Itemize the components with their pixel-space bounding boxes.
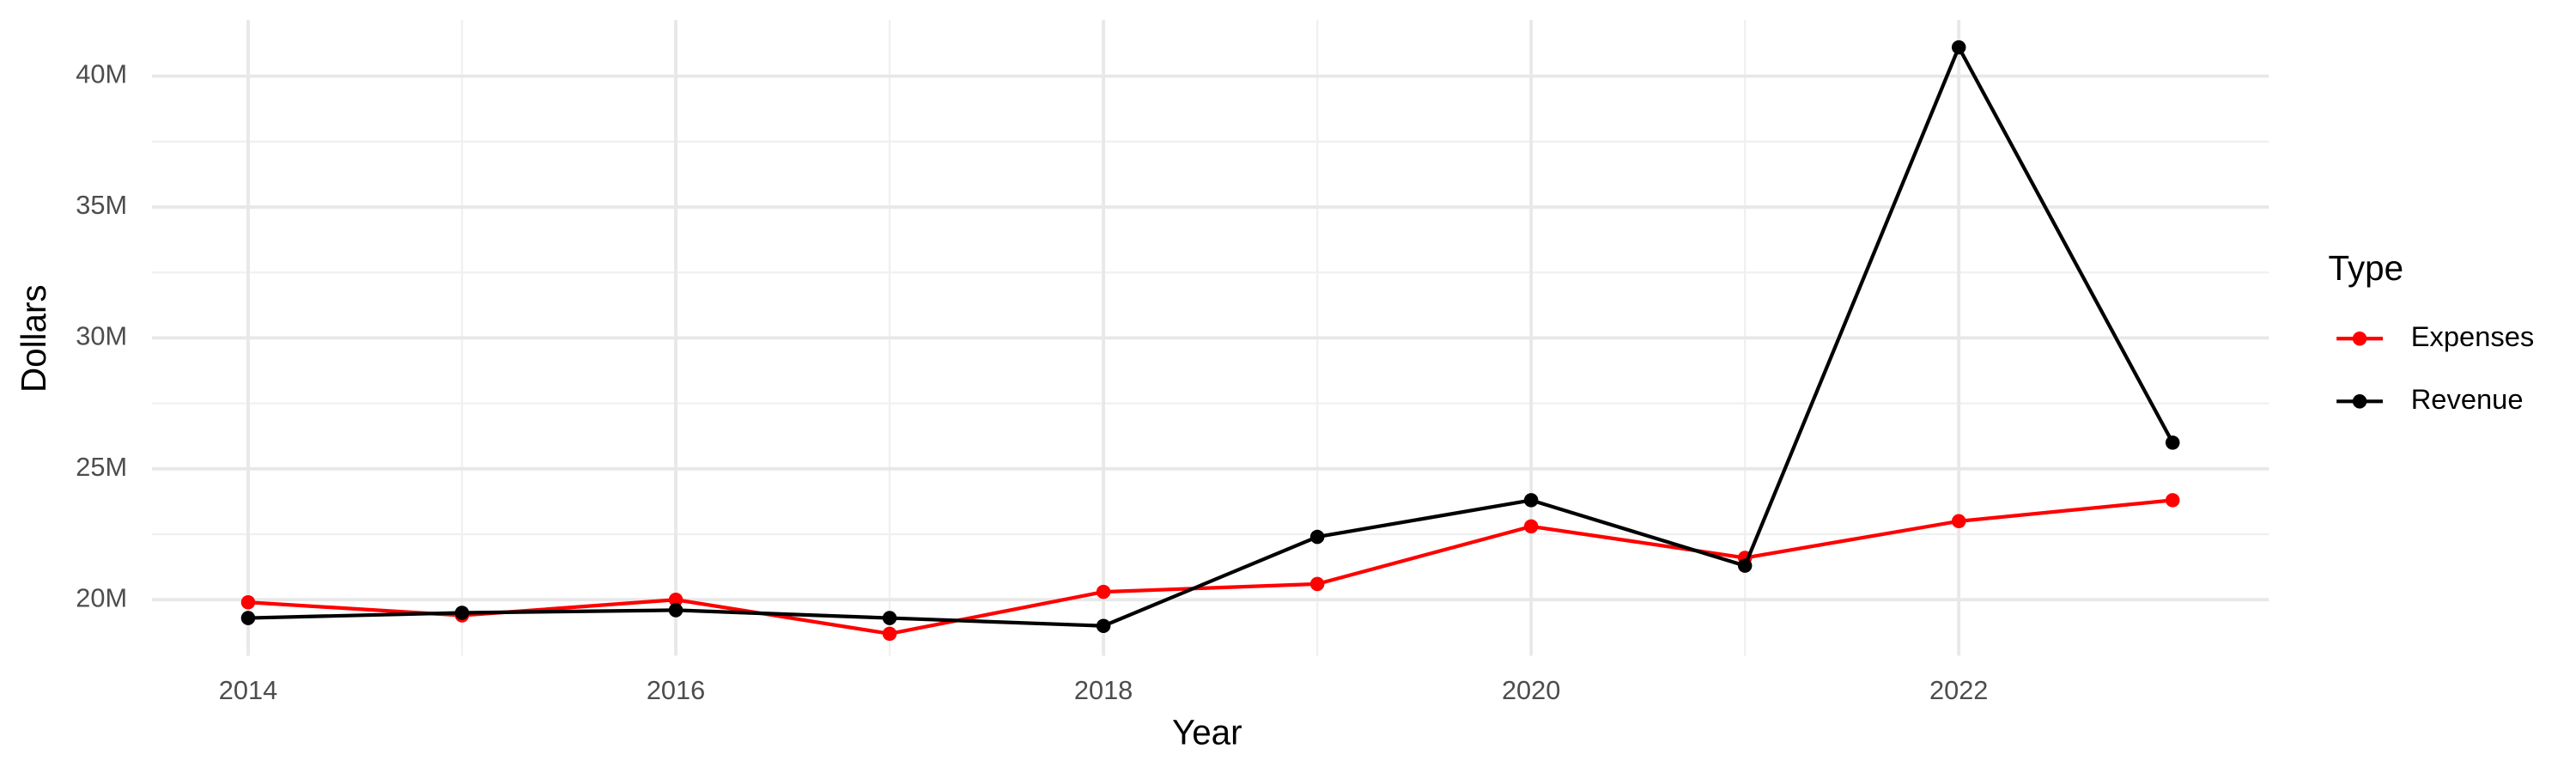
data-point [240, 611, 256, 625]
data-point [882, 626, 897, 642]
legend-point [2352, 394, 2367, 409]
legend-label: Expenses [2411, 320, 2535, 352]
y-tick-label: 35M [76, 190, 127, 220]
x-tick-label: 2022 [1929, 675, 1988, 705]
x-axis-title: Year [1172, 712, 1242, 752]
series-line [247, 498, 2173, 636]
data-point [1309, 529, 1325, 545]
data-point [1096, 584, 1111, 600]
data-point [240, 595, 256, 610]
data-point [2165, 493, 2180, 508]
data-point [1309, 576, 1325, 592]
data-point [2165, 435, 2180, 450]
series-line [247, 43, 2175, 628]
data-point [1951, 40, 1966, 55]
legend-item: Expenses [2336, 320, 2534, 352]
y-tick-label: 25M [76, 452, 127, 482]
data-point [1096, 618, 1111, 633]
data-point [454, 606, 470, 620]
legend-label: Revenue [2411, 383, 2524, 415]
data-point [1951, 514, 1966, 529]
x-tick-label: 2014 [219, 675, 277, 705]
data-point [668, 592, 683, 607]
data-point [1737, 558, 1753, 573]
y-tick-label: 20M [76, 582, 127, 612]
y-tick-label: 30M [76, 321, 127, 351]
y-tick-label: 40M [76, 59, 127, 89]
x-tick-label: 2018 [1074, 675, 1133, 705]
grid [151, 20, 2269, 656]
x-tick-label: 2016 [647, 675, 705, 705]
data-point [668, 603, 683, 618]
data-point [882, 611, 897, 625]
data-point [1523, 519, 1539, 534]
legend-item: Revenue [2336, 383, 2524, 415]
data-point [1523, 493, 1539, 508]
legend-point [2352, 331, 2367, 346]
y-axis-title: Dollars [14, 284, 53, 393]
x-tick-label: 2020 [1502, 675, 1560, 705]
legend-title: Type [2329, 248, 2404, 288]
